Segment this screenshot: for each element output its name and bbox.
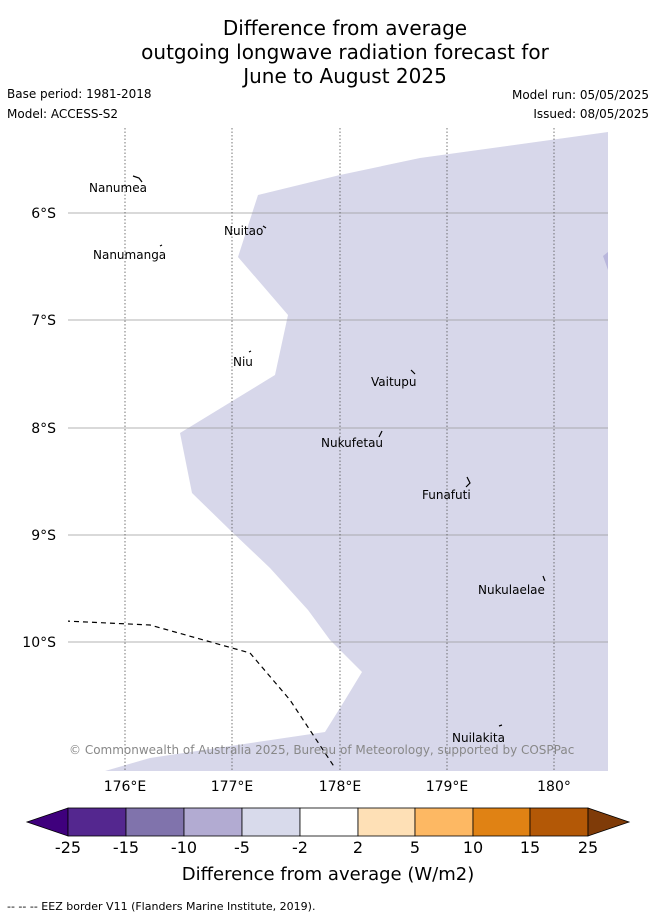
place-label: Nanumea — [89, 181, 147, 195]
lat-tick-label: 10°S — [22, 635, 56, 651]
colorbar-tick-label: 5 — [410, 838, 420, 857]
island-nuilakita — [498, 724, 503, 727]
island-nanumea — [132, 175, 143, 183]
lon-tick-label: 176°E — [104, 779, 147, 795]
model-name: Model: ACCESS-S2 — [7, 107, 119, 121]
colorbar-tick-label: 25 — [578, 838, 598, 857]
eez-footnote: -- -- -- EEZ border V11 (Flanders Marine… — [7, 900, 316, 913]
latitude-lines — [68, 212, 608, 643]
colorbar — [25, 807, 631, 837]
colorbar-tick-label: -10 — [171, 838, 197, 857]
lat-tick-label: 7°S — [31, 313, 56, 329]
island-funafuti — [465, 476, 471, 488]
colorbar-segment — [357, 807, 416, 837]
anomaly-shading — [105, 132, 608, 771]
colorbar-tick-label: -25 — [55, 838, 81, 857]
island-markers — [132, 175, 546, 727]
island-niu — [248, 350, 252, 353]
colorbar-segment — [529, 807, 589, 837]
colorbar-segment — [414, 807, 474, 837]
lat-tick-label: 8°S — [31, 421, 56, 437]
colorbar-tick-label: 10 — [463, 838, 483, 857]
colorbar-extend-low — [25, 807, 69, 837]
island-vaitupu — [410, 369, 416, 375]
colorbar-tick-label: 15 — [520, 838, 540, 857]
lon-tick-label: 179°E — [426, 779, 469, 795]
colorbar-label: Difference from average (W/m2) — [182, 864, 474, 885]
title-line-3: June to August 2025 — [243, 64, 447, 88]
lat-tick-label: 9°S — [31, 528, 56, 544]
colorbar-tick-label: -5 — [234, 838, 250, 857]
place-label: Nukulaelae — [478, 583, 545, 597]
longitude-lines — [124, 128, 555, 771]
island-nuitao — [262, 225, 267, 229]
colorbar-segment — [67, 807, 127, 837]
lon-tick-label: 178°E — [319, 779, 362, 795]
place-label: Nukufetau — [321, 436, 383, 450]
base-period: Base period: 1981-2018 — [7, 87, 152, 101]
colorbar-tick-label: -15 — [113, 838, 139, 857]
colorbar-extend-high — [587, 807, 631, 837]
lon-tick-label: 180° — [537, 779, 571, 795]
place-label: Vaitupu — [371, 375, 417, 389]
colorbar-tick-label: 2 — [353, 838, 363, 857]
colorbar-segment — [241, 807, 301, 837]
colorbar-tick-label: -2 — [292, 838, 308, 857]
eez-border — [68, 620, 336, 769]
title-line-2: outgoing longwave radiation forecast for — [141, 40, 549, 64]
lon-tick-label: 177°E — [211, 779, 254, 795]
colorbar-segment — [472, 807, 531, 837]
colorbar-segment — [299, 807, 359, 837]
place-label: Nanumanga — [93, 248, 166, 262]
island-nukulaelae — [542, 575, 546, 582]
lat-tick-label: 6°S — [31, 206, 56, 222]
place-label: Nuilakita — [452, 731, 505, 745]
place-label: Niu — [233, 355, 253, 369]
island-nanumanga — [159, 244, 163, 247]
colorbar-segment — [183, 807, 243, 837]
map-area: Nanumea Nuitao Nanumanga Niu Vaitupu Nuk… — [68, 128, 608, 771]
colorbar-segment — [125, 807, 185, 837]
copyright-notice: © Commonwealth of Australia 2025, Bureau… — [69, 743, 574, 757]
island-nukufetau — [378, 430, 383, 438]
place-label: Funafuti — [422, 488, 471, 502]
issued-date: Issued: 08/05/2025 — [533, 107, 649, 121]
place-label: Nuitao — [224, 224, 263, 238]
title-line-1: Difference from average — [222, 16, 468, 40]
anomaly-shading-darker — [603, 252, 608, 270]
map-title: Difference from average outgoing longwav… — [0, 16, 655, 88]
model-run: Model run: 05/05/2025 — [511, 88, 649, 102]
